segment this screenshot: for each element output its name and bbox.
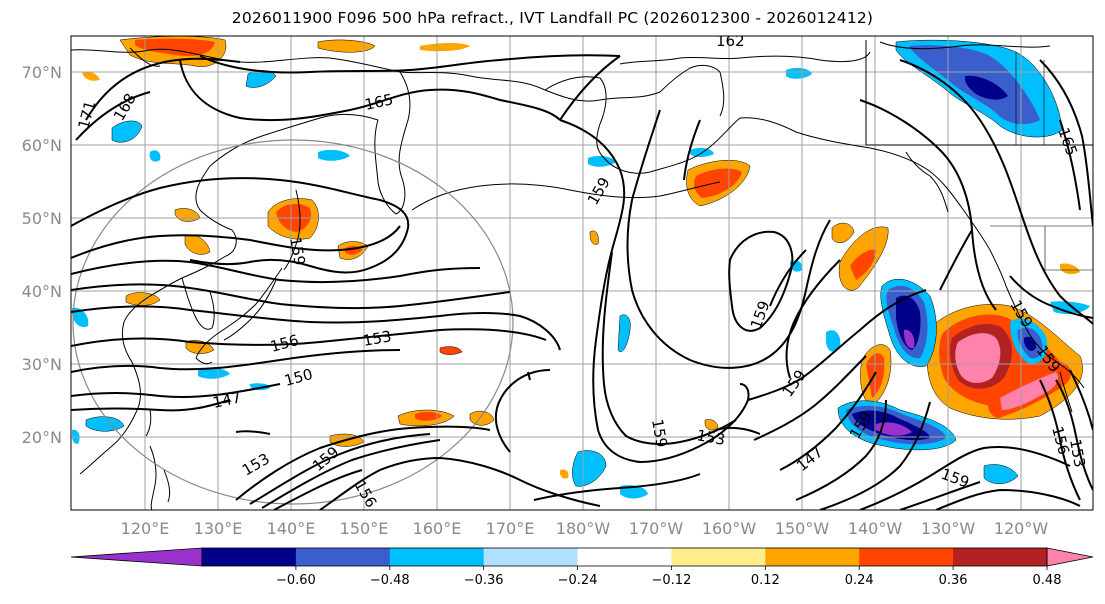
lon-label: 130°W — [921, 519, 976, 538]
lat-label: 60°N — [22, 136, 62, 155]
lon-label: 170°E — [486, 519, 535, 538]
colorbar-bin — [765, 548, 860, 566]
lat-label: 30°N — [22, 355, 62, 374]
contour-label: 147 — [211, 388, 243, 412]
contour-label: 153 — [1066, 438, 1089, 469]
colorbar-tick-label: 0.36 — [939, 573, 968, 588]
colorbar-tick-label: −0.12 — [652, 573, 692, 588]
contour-label: 153 — [362, 327, 393, 350]
lon-label: 120°E — [121, 519, 170, 538]
great-circle — [72, 139, 514, 505]
colorbar-bin — [577, 548, 672, 566]
colorbar-bin — [295, 548, 391, 566]
colorbar-bin — [483, 548, 579, 566]
colorbar-extend-high — [1046, 547, 1094, 567]
colorbar-tick-label: −0.36 — [464, 573, 504, 588]
contour-label: 159 — [648, 418, 671, 449]
colorbar-tick-label: 0.48 — [1033, 573, 1062, 588]
lon-label: 140°E — [267, 519, 316, 538]
map-frame — [70, 35, 1094, 511]
colorbar-extend-low — [70, 547, 203, 567]
colorbar-tick-label: −0.24 — [558, 573, 598, 588]
colorbar: −0.60 −0.48 −0.36 −0.24 −0.12 0.12 0.24 0.36 0.4… — [70, 547, 1094, 588]
coastlines — [71, 40, 1093, 510]
contour-label: 165 — [363, 90, 395, 114]
shaded-field — [72, 36, 1090, 499]
longitude-labels: 120°E 130°E 140°E 150°E 160°E 170°E 180°… — [121, 519, 1049, 538]
colorbar-bin — [202, 548, 297, 566]
lon-label: 150°E — [340, 519, 389, 538]
lat-label: 20°N — [22, 428, 62, 447]
map-title: 2026011900 F096 500 hPa refract., IVT La… — [231, 9, 874, 27]
colorbar-tick-label: −0.48 — [370, 573, 410, 588]
colorbar-tick-label: 0.12 — [751, 573, 780, 588]
lon-label: 130°E — [194, 519, 243, 538]
lon-label: 160°E — [413, 519, 462, 538]
lat-label: 50°N — [22, 209, 62, 228]
colorbar-bin — [389, 548, 485, 566]
contour-label: 162 — [716, 32, 745, 50]
contour-label: 159 — [286, 236, 309, 267]
colorbar-tick-label: 0.24 — [845, 573, 874, 588]
lat-label: 70°N — [22, 63, 62, 82]
colorbar-bin — [859, 548, 954, 566]
colorbar-tick-label: −0.60 — [276, 573, 316, 588]
lon-label: 160°W — [702, 519, 757, 538]
lat-label: 40°N — [22, 282, 62, 301]
latitude-labels: 70°N 60°N 50°N 40°N 30°N 20°N — [22, 63, 62, 447]
height-contours — [71, 54, 1093, 510]
contour-label: 153 — [695, 426, 726, 449]
lon-label: 180°W — [556, 519, 611, 538]
colorbar-outline — [201, 547, 1048, 567]
lon-label: 120°W — [994, 519, 1049, 538]
lon-label: 150°W — [775, 519, 830, 538]
colorbar-bin — [671, 548, 766, 566]
lon-label: 170°W — [629, 519, 684, 538]
lon-label: 140°W — [848, 519, 903, 538]
colorbar-bin — [953, 548, 1048, 566]
